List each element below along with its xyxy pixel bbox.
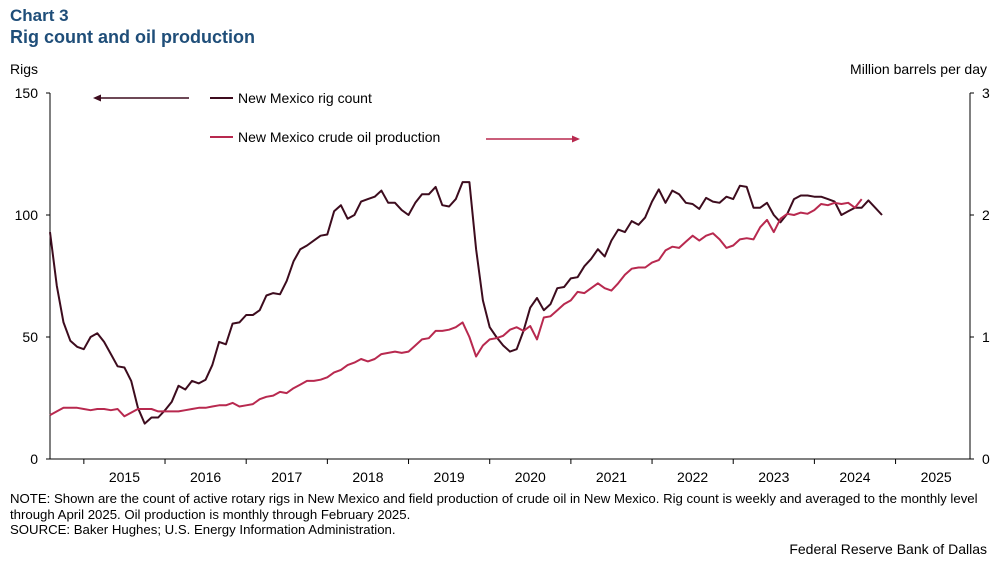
- left-tick-label: 0: [30, 451, 38, 467]
- chart-series: [49, 181, 883, 425]
- x-tick-label: 2019: [434, 469, 465, 485]
- x-tick-label: 2023: [758, 469, 789, 485]
- chart-title: Rig count and oil production: [10, 27, 255, 47]
- x-tick-label: 2025: [921, 469, 952, 485]
- x-tick-label: 2017: [271, 469, 302, 485]
- right-tick-label: 0: [982, 451, 990, 467]
- right-tick-label: 3: [982, 85, 990, 101]
- credit-text: Federal Reserve Bank of Dallas: [789, 541, 987, 557]
- legend-arrow-left-head: [93, 94, 101, 102]
- note-text: NOTE: Shown are the count of active rota…: [10, 491, 978, 522]
- x-tick-label: 2015: [109, 469, 140, 485]
- right-tick-label: 2: [982, 207, 990, 223]
- series-oil-production-line: [49, 198, 863, 418]
- source-text: SOURCE: Baker Hughes; U.S. Energy Inform…: [10, 522, 396, 537]
- left-tick-label: 50: [22, 329, 38, 345]
- x-tick-label: 2021: [596, 469, 627, 485]
- legend-arrow-right-head: [572, 135, 580, 143]
- series-rig-count-line: [49, 181, 883, 425]
- x-tick-label: 2020: [515, 469, 546, 485]
- x-tick-label: 2022: [677, 469, 708, 485]
- left-axis-label: Rigs: [10, 61, 39, 77]
- chart-label: Chart 3: [10, 6, 69, 25]
- left-tick-label: 150: [15, 85, 39, 101]
- legend-label-rigs: New Mexico rig count: [238, 90, 372, 106]
- chart-legend: New Mexico rig count New Mexico crude oil…: [93, 90, 580, 145]
- left-tick-label: 100: [15, 207, 39, 223]
- right-axis-label: Million barrels per day: [850, 61, 987, 77]
- legend-label-oil: New Mexico crude oil production: [238, 129, 440, 145]
- x-tick-label: 2016: [190, 469, 221, 485]
- x-tick-label: 2024: [839, 469, 870, 485]
- right-tick-label: 1: [982, 329, 990, 345]
- chart-note: NOTE: Shown are the count of active rota…: [10, 491, 985, 538]
- chart-axes: 0 50 100 150 0 1 2 3 2015 2016 2017 2018 2019 2020 202…: [15, 85, 990, 485]
- x-tick-label: 2018: [352, 469, 383, 485]
